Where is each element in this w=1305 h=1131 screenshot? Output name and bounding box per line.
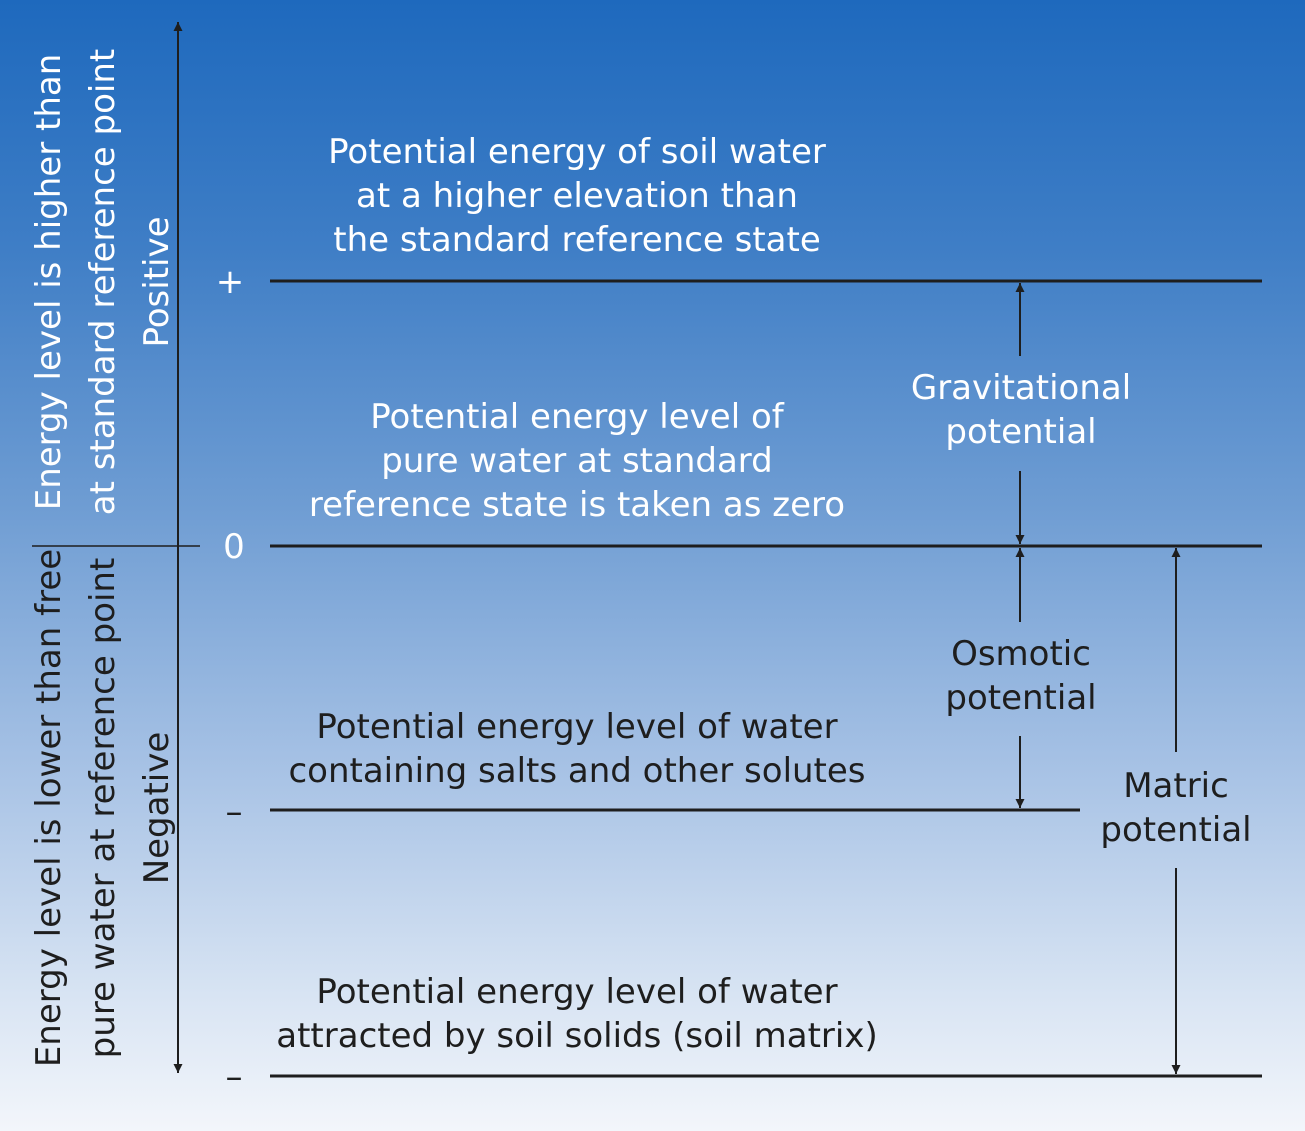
zero-sign: 0 bbox=[223, 527, 245, 567]
osmotic-potential-label: Osmotic potential bbox=[945, 634, 1097, 718]
matrix-level-text: Potential energy level of water attracte… bbox=[276, 972, 878, 1056]
plus-sign: + bbox=[215, 262, 245, 302]
upper-axis-label: Energy level is higher than at standard … bbox=[29, 48, 177, 516]
reference-level-text: Potential energy level of pure water at … bbox=[308, 397, 846, 525]
minus-sign-solutes: – bbox=[225, 792, 243, 832]
solutes-level-text: Potential energy level of water containi… bbox=[288, 707, 866, 791]
lower-axis-label: Energy level is lower than free pure wat… bbox=[29, 548, 177, 1068]
elevated-level-text: Potential energy of soil water at a high… bbox=[328, 132, 826, 260]
gravitational-potential-label: Gravitational potential bbox=[910, 368, 1132, 452]
minus-sign-matrix: – bbox=[225, 1057, 243, 1097]
matric-potential-label: Matric potential bbox=[1100, 766, 1252, 850]
